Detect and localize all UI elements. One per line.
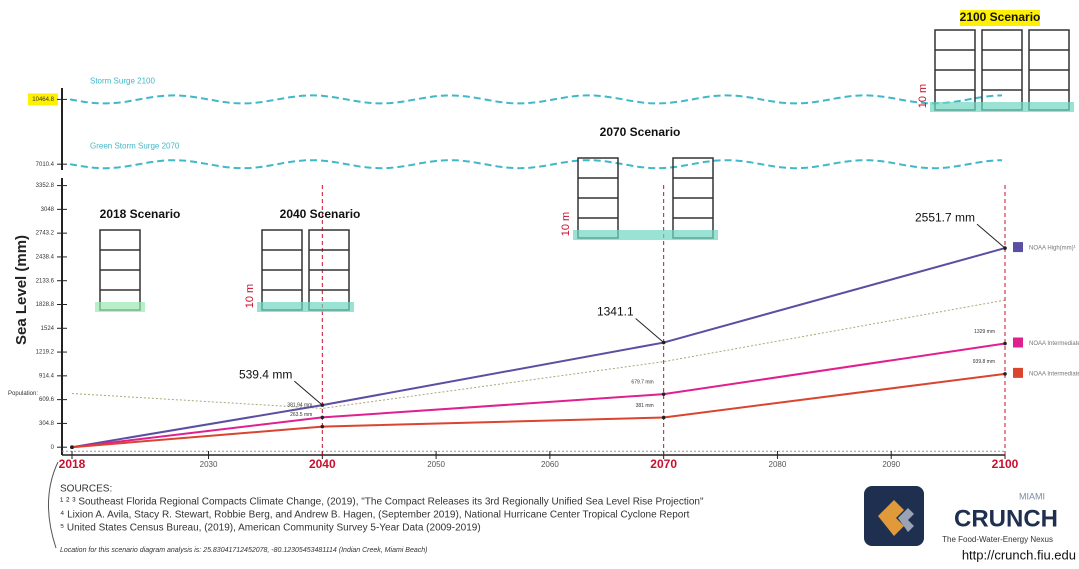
value-label: 263.5 mm <box>290 412 312 418</box>
value-label: 381 mm <box>636 403 654 409</box>
point <box>1003 341 1007 346</box>
y-tick-label: 0 <box>51 445 55 451</box>
height-label: 10 m <box>917 84 929 108</box>
logo-url[interactable]: http://crunch.fiu.edu <box>962 547 1076 562</box>
y-tick-label: 1828.8 <box>36 302 55 308</box>
scenario-title: 2018 Scenario <box>100 207 181 221</box>
value-label: 2551.7 mm <box>915 210 975 224</box>
scenario-title: 2070 Scenario <box>600 125 681 139</box>
y-tick-label: 2438.4 <box>36 255 55 261</box>
storm-surge-label: Green Storm Surge 2070 <box>90 141 180 150</box>
source: ⁵ United States Census Bureau, (2019), A… <box>60 523 481 534</box>
x-tick-label: 2080 <box>769 460 787 469</box>
legend-label: NOAA Intermediate (mm)² <box>1029 341 1079 347</box>
legend-label: NOAA Intermediate Low (mm)³ <box>1029 371 1079 377</box>
series-line <box>71 372 1006 449</box>
value-label: 1341.1 <box>597 305 634 319</box>
source: ¹ ² ³ Southeast Florida Regional Compact… <box>60 497 704 508</box>
value-label: 1329 mm <box>974 329 995 335</box>
logo-name: CRUNCH <box>954 505 1058 532</box>
sources-heading: SOURCES: <box>60 484 112 495</box>
logo-small: MIAMI <box>1019 491 1045 501</box>
height-label: 10 m <box>244 284 256 308</box>
y-tick-label: 2133.6 <box>36 278 55 284</box>
y-tick-label: 914.4 <box>39 373 55 379</box>
connector <box>48 461 59 549</box>
storm-surge-label: Storm Surge 2100 <box>90 77 155 86</box>
value-label: 539.4 mm <box>239 367 292 381</box>
legend-swatch <box>1013 337 1023 348</box>
location-note: Location for this scenario diagram analy… <box>60 547 427 554</box>
x-tick-label: 2040 <box>309 457 336 471</box>
y-tick-label: 3352.8 <box>36 183 55 189</box>
logo-tagline: The Food-Water-Energy Nexus <box>942 535 1053 544</box>
water <box>930 102 1074 112</box>
point <box>320 424 325 429</box>
y-tick-label: 7010.4 <box>36 162 55 168</box>
y-axis-label: Sea Level (mm) <box>13 235 30 345</box>
x-tick-label: 2060 <box>541 460 559 469</box>
value-label: 381.94 mm <box>287 403 312 409</box>
storm-surge <box>69 94 1003 105</box>
value-label: 939.8 mm <box>973 359 995 365</box>
y-tick-label: 304.8 <box>39 421 55 427</box>
point <box>661 415 666 420</box>
point <box>661 392 666 396</box>
logo-shape <box>878 500 904 536</box>
scenario-title: 2040 Scenario <box>280 207 361 221</box>
water <box>257 302 354 312</box>
x-tick-label: 2090 <box>882 460 900 469</box>
x-tick-label: 2018 <box>59 457 86 471</box>
y-tick-label: 1219.2 <box>36 350 55 356</box>
highlight <box>960 10 1040 26</box>
point <box>320 415 325 420</box>
y-tick-label: 609.6 <box>39 397 55 403</box>
point <box>1003 372 1007 376</box>
value-label: 679.7 mm <box>631 379 653 385</box>
y-tick-label: 3048 <box>41 207 55 213</box>
water <box>95 302 145 312</box>
leader <box>976 223 1006 249</box>
y-tick-label: 2743.2 <box>36 231 55 237</box>
y-tick-label: 10464.8 <box>32 97 54 103</box>
population-line <box>71 299 1006 409</box>
x-tick-label: 2050 <box>427 460 445 469</box>
point <box>70 445 74 449</box>
leader <box>635 318 664 343</box>
x-tick-label: 2100 <box>992 457 1019 471</box>
legend-label: NOAA High(mm)¹ <box>1029 246 1076 252</box>
y-tick-label: 1524 <box>41 326 55 332</box>
series-line <box>71 247 1006 449</box>
highlight <box>28 93 58 106</box>
legend-swatch <box>1013 242 1023 253</box>
leader <box>293 380 323 406</box>
series-line <box>71 342 1006 449</box>
source: ⁴ Lixion A. Avila, Stacy R. Stewart, Rob… <box>60 510 690 521</box>
x-tick-label: 2070 <box>650 457 677 471</box>
legend-swatch <box>1013 367 1023 378</box>
population-label: Population: <box>8 391 38 397</box>
storm-surge <box>69 159 1003 170</box>
scenario-title: 2100 Scenario <box>960 10 1041 24</box>
x-tick-label: 2030 <box>200 460 218 469</box>
height-label: 10 m <box>560 212 572 236</box>
logo-shape <box>898 508 914 532</box>
water <box>573 230 718 240</box>
